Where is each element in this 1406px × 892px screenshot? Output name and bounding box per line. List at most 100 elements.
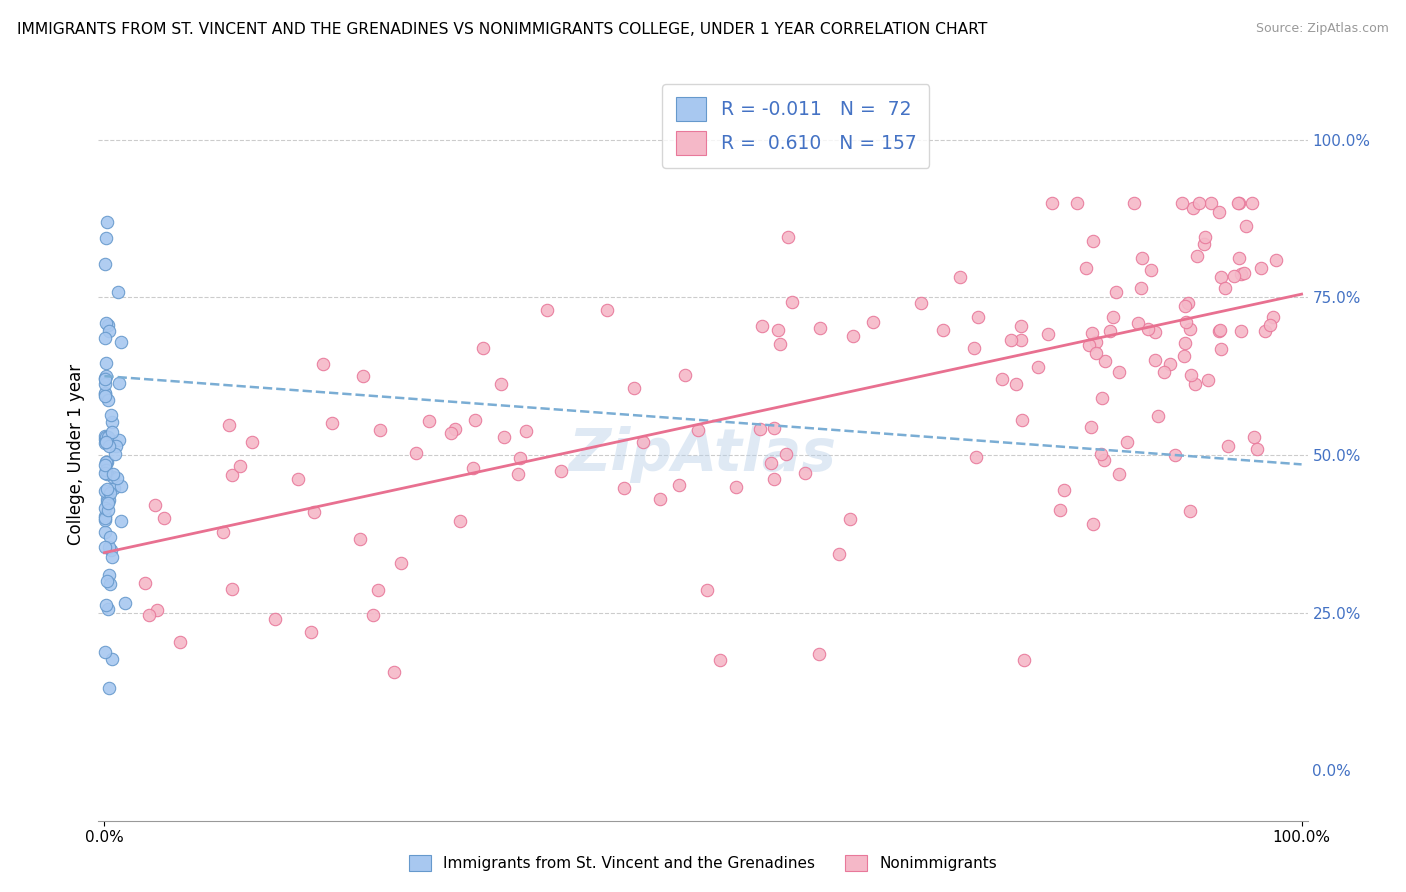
Point xyxy=(807,647,830,661)
Point xyxy=(536,302,558,317)
Point xyxy=(1209,269,1232,284)
Point xyxy=(509,450,531,465)
Point xyxy=(769,337,792,351)
Point xyxy=(508,467,530,481)
Point xyxy=(94,433,117,447)
Point xyxy=(596,302,619,317)
Point xyxy=(759,456,782,470)
Point xyxy=(491,377,513,392)
Point xyxy=(1036,327,1059,342)
Point xyxy=(1185,249,1208,263)
Point xyxy=(1005,376,1028,391)
Point xyxy=(405,446,427,460)
Point xyxy=(1040,195,1063,210)
Point xyxy=(138,608,160,623)
Point xyxy=(101,415,124,429)
Point xyxy=(965,450,987,465)
Point xyxy=(97,492,120,507)
Point xyxy=(96,455,118,469)
Point xyxy=(515,424,537,438)
Point xyxy=(1216,440,1239,454)
Point xyxy=(1227,195,1250,210)
Point xyxy=(96,598,118,612)
Point xyxy=(1243,430,1265,444)
Point xyxy=(444,422,467,436)
Point xyxy=(778,230,800,244)
Point xyxy=(1116,435,1139,450)
Point xyxy=(97,681,120,696)
Point xyxy=(96,214,118,228)
Point xyxy=(1066,195,1088,210)
Point xyxy=(1091,391,1114,405)
Point xyxy=(97,324,120,338)
Point xyxy=(94,645,117,659)
Point xyxy=(1174,299,1197,313)
Point xyxy=(1081,326,1104,341)
Point xyxy=(1188,195,1211,210)
Point xyxy=(1000,334,1022,348)
Point xyxy=(94,435,117,450)
Point xyxy=(1140,262,1163,277)
Point xyxy=(1230,267,1253,281)
Point xyxy=(1180,368,1202,382)
Point xyxy=(1222,269,1244,284)
Point xyxy=(623,381,645,395)
Point xyxy=(1241,195,1264,210)
Point xyxy=(463,460,485,475)
Point xyxy=(94,316,117,330)
Point xyxy=(1194,230,1216,244)
Point xyxy=(1178,322,1201,336)
Point xyxy=(1084,334,1107,349)
Point xyxy=(94,435,117,450)
Point xyxy=(145,603,167,617)
Point xyxy=(862,315,884,329)
Point xyxy=(1209,342,1232,356)
Point xyxy=(264,611,287,625)
Point xyxy=(134,576,156,591)
Point xyxy=(98,577,121,591)
Point xyxy=(96,482,118,496)
Point xyxy=(613,482,636,496)
Point xyxy=(382,665,405,680)
Point xyxy=(1178,504,1201,518)
Point xyxy=(1143,325,1166,339)
Point xyxy=(361,607,384,622)
Point xyxy=(107,285,129,300)
Point xyxy=(321,416,343,430)
Point xyxy=(1234,219,1257,234)
Point xyxy=(169,635,191,649)
Point xyxy=(108,376,131,390)
Point xyxy=(1094,354,1116,368)
Point xyxy=(472,342,495,356)
Point xyxy=(1012,653,1035,667)
Point xyxy=(389,556,412,570)
Point xyxy=(104,439,127,453)
Point xyxy=(418,414,440,428)
Point xyxy=(828,547,851,561)
Point xyxy=(440,425,463,440)
Text: ZipAtlas: ZipAtlas xyxy=(569,426,837,483)
Point xyxy=(650,492,672,507)
Point xyxy=(97,318,120,333)
Point xyxy=(97,503,120,517)
Point xyxy=(104,447,127,461)
Point xyxy=(101,549,124,564)
Point xyxy=(1126,316,1149,330)
Point xyxy=(464,413,486,427)
Point xyxy=(1260,318,1282,333)
Point xyxy=(100,543,122,558)
Point xyxy=(98,486,121,500)
Point xyxy=(1136,322,1159,336)
Point xyxy=(101,470,124,484)
Point xyxy=(100,425,122,440)
Point xyxy=(1153,365,1175,379)
Point xyxy=(94,429,117,443)
Point xyxy=(97,602,120,616)
Text: IMMIGRANTS FROM ST. VINCENT AND THE GRENADINES VS NONIMMIGRANTS COLLEGE, UNDER 1: IMMIGRANTS FROM ST. VINCENT AND THE GREN… xyxy=(17,22,987,37)
Point xyxy=(94,371,117,385)
Point xyxy=(1164,449,1187,463)
Point xyxy=(963,341,986,355)
Point xyxy=(1233,266,1256,280)
Point xyxy=(1076,260,1098,275)
Point xyxy=(349,532,371,546)
